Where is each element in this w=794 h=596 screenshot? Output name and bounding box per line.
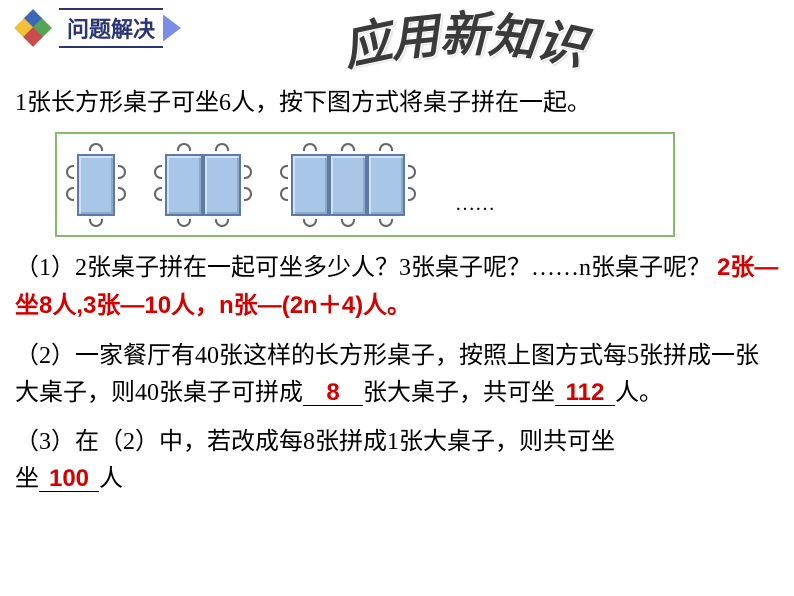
intro-text: 1张长方形桌子可坐6人，按下图方式将桌子拼在一起。 <box>15 85 779 122</box>
question-2: （2）一家餐厅有40张这样的长方形桌子，按照上图方式每5张拼成一张大桌子，则40… <box>15 338 779 412</box>
section-bar: 问题解决 <box>59 8 181 48</box>
content: 1张长方形桌子可坐6人，按下图方式将桌子拼在一起。 …… （1）2张桌子拼在一起… <box>15 85 779 498</box>
q1-text: （1）2张桌子拼在一起可坐多少人？3张桌子呢？……n张桌子呢？ <box>15 255 711 281</box>
q2-mid: 张大桌子，共可坐 <box>363 380 555 406</box>
table-group <box>165 154 241 216</box>
table-rect <box>203 154 241 216</box>
logo-icon <box>15 10 51 46</box>
q3-ans: 100 <box>49 465 89 492</box>
ellipsis: …… <box>455 189 495 220</box>
q3-post: 人 <box>99 466 123 492</box>
q3-pre: （3）在（2）中，若改成每8张拼成1张大桌子，则共可坐 <box>15 429 615 455</box>
q2-ans2: 112 <box>566 379 605 406</box>
q2-post: 人。 <box>615 380 663 406</box>
table-rect <box>329 154 367 216</box>
question-3: （3）在（2）中，若改成每8张拼成1张大桌子，则共可坐坐100人 <box>15 424 779 498</box>
tables-diagram: …… <box>55 132 675 237</box>
table-rect <box>77 154 115 216</box>
section-label: 问题解决 <box>59 8 163 48</box>
page-title: 应用新知识 <box>340 0 590 65</box>
table-group <box>291 154 405 216</box>
table-rect <box>165 154 203 216</box>
table-rect <box>291 154 329 216</box>
header: 问题解决 <box>15 8 181 48</box>
question-1: （1）2张桌子拼在一起可坐多少人？3张桌子呢？……n张桌子呢？ 2张—坐8人,3… <box>15 249 779 325</box>
table-rect <box>367 154 405 216</box>
table-group <box>77 154 115 216</box>
q2-ans1: 8 <box>326 379 339 406</box>
